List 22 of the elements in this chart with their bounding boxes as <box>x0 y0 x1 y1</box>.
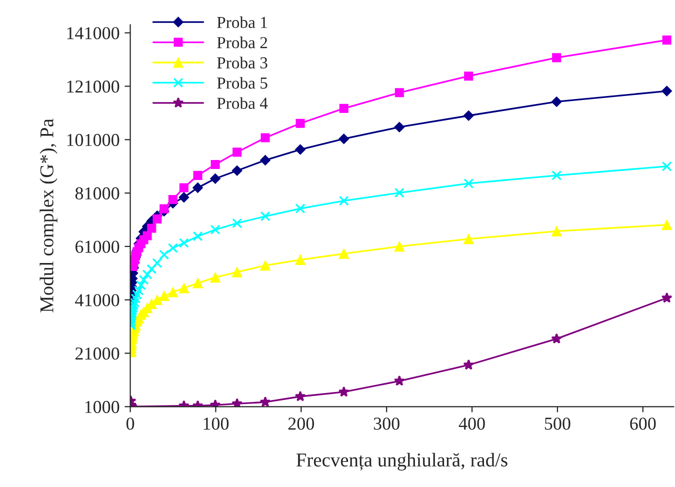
legend-label: Proba 1 <box>217 16 267 28</box>
y-tick-label: 81000 <box>75 187 120 200</box>
legend-label: Proba 3 <box>217 56 268 68</box>
y-tick-label: 121000 <box>67 80 120 93</box>
legend-label: Proba 5 <box>217 76 268 89</box>
y-axis-title: Modul complex (G*), Pa <box>40 118 58 312</box>
x-tick-label: 200 <box>288 418 314 430</box>
y-tick-label: 1000 <box>85 400 120 414</box>
y-tick-label: 61000 <box>75 240 120 253</box>
x-axis-title: Frecvența unghiulară, rad/s <box>296 452 508 471</box>
x-tick-label: 500 <box>544 418 570 430</box>
x-tick-label: 600 <box>630 418 656 430</box>
x-tick-label: 100 <box>204 418 229 430</box>
x-tick-label: 0 <box>126 418 134 430</box>
x-tick-label: 300 <box>374 418 400 430</box>
legend-label: Proba 2 <box>217 36 268 48</box>
y-tick-label: 41000 <box>75 294 120 306</box>
x-tick-label: 400 <box>458 418 485 430</box>
y-tick-label: 101000 <box>67 134 120 146</box>
y-tick-label: 21000 <box>76 348 120 360</box>
legend-label: Proba 4 <box>217 97 268 109</box>
y-tick-label: 141000 <box>67 27 120 40</box>
